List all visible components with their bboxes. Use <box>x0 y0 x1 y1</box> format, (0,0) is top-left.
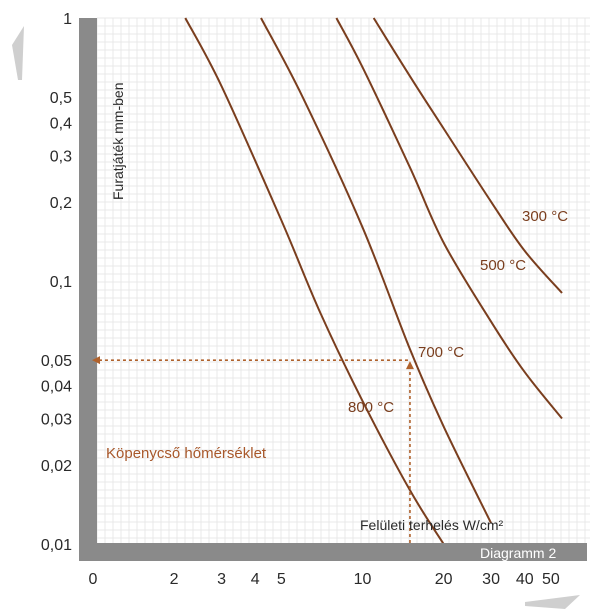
x-tick-label: 0 <box>89 571 98 588</box>
series-line <box>184 17 445 545</box>
arrow-right-icon <box>525 595 580 609</box>
arrow-up-icon <box>12 26 24 80</box>
y-tick-label: 0,1 <box>50 274 72 291</box>
series-label: 800 °C <box>348 399 394 416</box>
arrow-left-icon <box>92 356 100 365</box>
y-tick-label: 0,01 <box>41 537 72 554</box>
x-tick-label: 30 <box>482 571 500 588</box>
reference-lines <box>92 356 414 543</box>
series-line <box>335 17 563 420</box>
x-tick-label: 10 <box>354 571 372 588</box>
x-tick-label: 5 <box>277 571 286 588</box>
y-tick-label: 0,02 <box>41 458 72 475</box>
y-tick-label: 0,05 <box>41 353 72 370</box>
y-tick-label: 0,4 <box>50 116 72 133</box>
series-line <box>372 17 563 294</box>
series-label: 300 °C <box>522 208 568 225</box>
y-tick-label: 0,2 <box>50 195 72 212</box>
y-axis-bar <box>79 18 97 555</box>
grid <box>96 17 590 543</box>
x-axis-title: Felületi terhelés W/cm² <box>360 517 503 533</box>
series-line <box>260 17 492 524</box>
y-tick-labels: 1 0,5 0,4 0,3 0,2 0,1 0,05 0,04 0,03 0,02 0,01 <box>41 11 72 554</box>
x-tick-label: 40 <box>516 571 534 588</box>
series-label: 500 °C <box>480 257 526 274</box>
y-axis-title: Furatjáték mm-ben <box>110 83 126 200</box>
y-tick-label: 0,03 <box>41 412 72 429</box>
arrow-up-icon <box>405 361 414 370</box>
x-tick-label: 20 <box>435 571 453 588</box>
x-tick-label: 3 <box>217 571 226 588</box>
x-axis-bar <box>79 543 587 561</box>
x-tick-labels: 0 2 3 4 5 10 20 30 40 50 <box>89 571 560 588</box>
y-tick-label: 0,5 <box>50 90 72 107</box>
y-tick-label: 0,3 <box>50 149 72 166</box>
y-tick-label: 0,04 <box>41 379 72 396</box>
curves: 800 °C 700 °C 500 °C 300 °C <box>184 17 568 545</box>
x-tick-label: 2 <box>170 571 179 588</box>
x-tick-label: 4 <box>251 571 260 588</box>
x-tick-label: 50 <box>542 571 560 588</box>
series-label: 700 °C <box>418 344 464 361</box>
y-tick-label: 1 <box>63 11 72 28</box>
diagram-label: Diagramm 2 <box>480 545 556 561</box>
annotation-label: Köpenycső hőmérséklet <box>106 445 267 462</box>
